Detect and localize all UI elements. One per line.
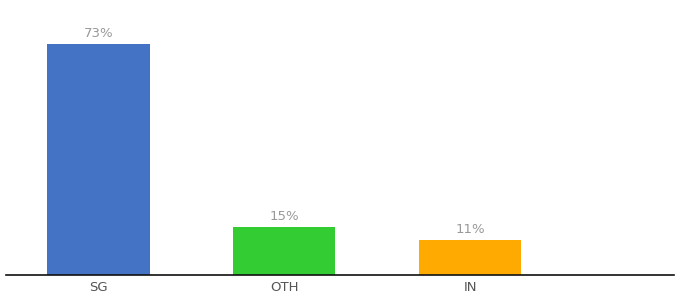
Text: 11%: 11%: [455, 223, 485, 236]
Bar: [48, 44, 150, 274]
Bar: [233, 227, 335, 274]
Bar: [419, 240, 521, 274]
Text: 73%: 73%: [84, 27, 114, 40]
Text: 15%: 15%: [269, 210, 299, 223]
